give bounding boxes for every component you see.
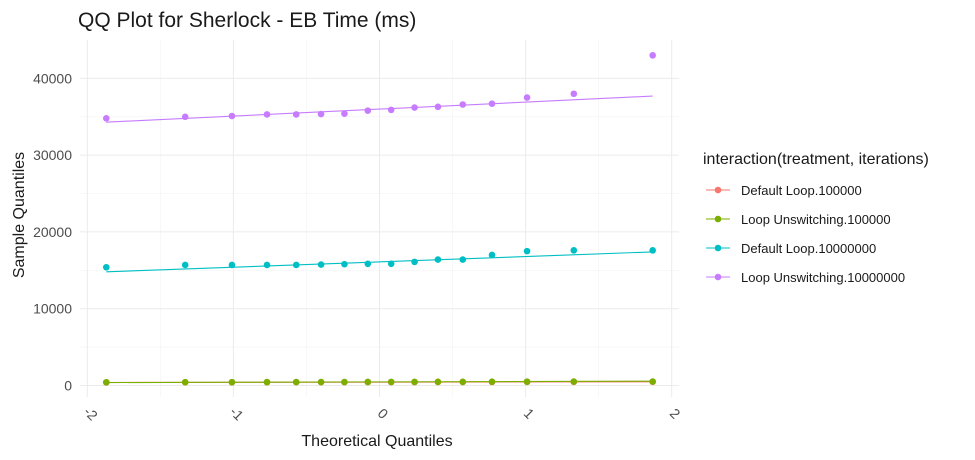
qq-point	[317, 110, 325, 118]
y-axis-title: Sample Quantiles	[11, 152, 28, 278]
plot-area: 0 10000 20000 30000 40000 -2 -1 0 1 2	[33, 40, 684, 424]
x-tick-label: 1	[521, 405, 538, 422]
x-tick-label: -2	[81, 403, 101, 423]
qq-point	[292, 261, 300, 269]
qq-point	[523, 378, 531, 385]
legend: interaction(treatment, iterations) Defau…	[703, 151, 929, 285]
qq-reference-line	[106, 380, 653, 384]
qq-point	[102, 115, 110, 122]
qq-point	[434, 103, 442, 111]
qq-point	[364, 378, 372, 386]
qq-point	[317, 378, 325, 386]
qq-point	[488, 100, 496, 108]
qq-point	[411, 378, 418, 386]
y-tick-label: 40000	[33, 70, 72, 86]
qq-point	[181, 378, 189, 386]
y-tick-label: 0	[64, 377, 72, 393]
qq-point	[411, 258, 418, 266]
legend-label: Default Loop.10000000	[741, 241, 876, 256]
qq-point	[523, 247, 531, 255]
x-tick-label: 2	[667, 405, 684, 422]
qq-point	[459, 378, 467, 386]
qq-point	[292, 111, 300, 118]
qq-point	[364, 107, 372, 114]
qq-point	[434, 378, 442, 386]
legend-key-point	[714, 186, 722, 194]
qq-point	[459, 101, 467, 108]
qq-point	[649, 378, 657, 385]
qq-point	[459, 256, 467, 263]
qq-point	[181, 113, 189, 121]
x-tick-label: -1	[227, 403, 247, 423]
x-tick-label: 0	[375, 405, 392, 422]
qq-point	[341, 260, 348, 268]
y-tick-label: 10000	[33, 301, 72, 317]
y-tick-label: 30000	[33, 147, 72, 163]
qq-point	[570, 247, 578, 254]
qq-point	[263, 111, 271, 118]
qq-point	[488, 378, 496, 386]
qq-point	[228, 112, 236, 120]
qq-point	[341, 110, 348, 118]
qq-point	[102, 378, 110, 386]
legend-label: Loop Unswitching.10000000	[741, 270, 905, 285]
qq-point	[523, 94, 531, 101]
qq-point	[488, 251, 496, 259]
qq-point	[364, 260, 372, 268]
y-tick-label: 20000	[33, 224, 72, 240]
qq-point	[387, 378, 395, 386]
qq-point	[263, 261, 271, 269]
qq-point	[570, 378, 578, 385]
qq-reference-line	[106, 251, 653, 273]
qq-point	[228, 261, 236, 269]
legend-title: interaction(treatment, iterations)	[703, 151, 929, 168]
qq-point	[102, 263, 110, 271]
qq-point	[387, 260, 395, 268]
legend-key-point	[714, 273, 722, 281]
qq-point	[317, 261, 325, 268]
qq-point	[411, 104, 418, 111]
qq-point	[292, 378, 300, 386]
legend-label: Loop Unswitching.100000	[741, 212, 891, 227]
legend-label: Default Loop.100000	[741, 183, 862, 198]
x-axis-title: Theoretical Quantiles	[301, 433, 452, 450]
chart-title: QQ Plot for Sherlock - EB Time (ms)	[78, 9, 416, 32]
qq-reference-line	[106, 95, 653, 123]
qq-point	[649, 247, 657, 254]
legend-key-point	[714, 215, 722, 223]
qq-point	[181, 261, 189, 269]
qq-point	[434, 256, 442, 263]
qq-point	[341, 378, 348, 386]
qq-point	[387, 106, 395, 114]
legend-key-point	[714, 244, 722, 252]
qq-point	[570, 90, 578, 98]
qq-point	[263, 378, 271, 386]
qq-point	[228, 378, 236, 386]
qq-point	[649, 52, 657, 59]
